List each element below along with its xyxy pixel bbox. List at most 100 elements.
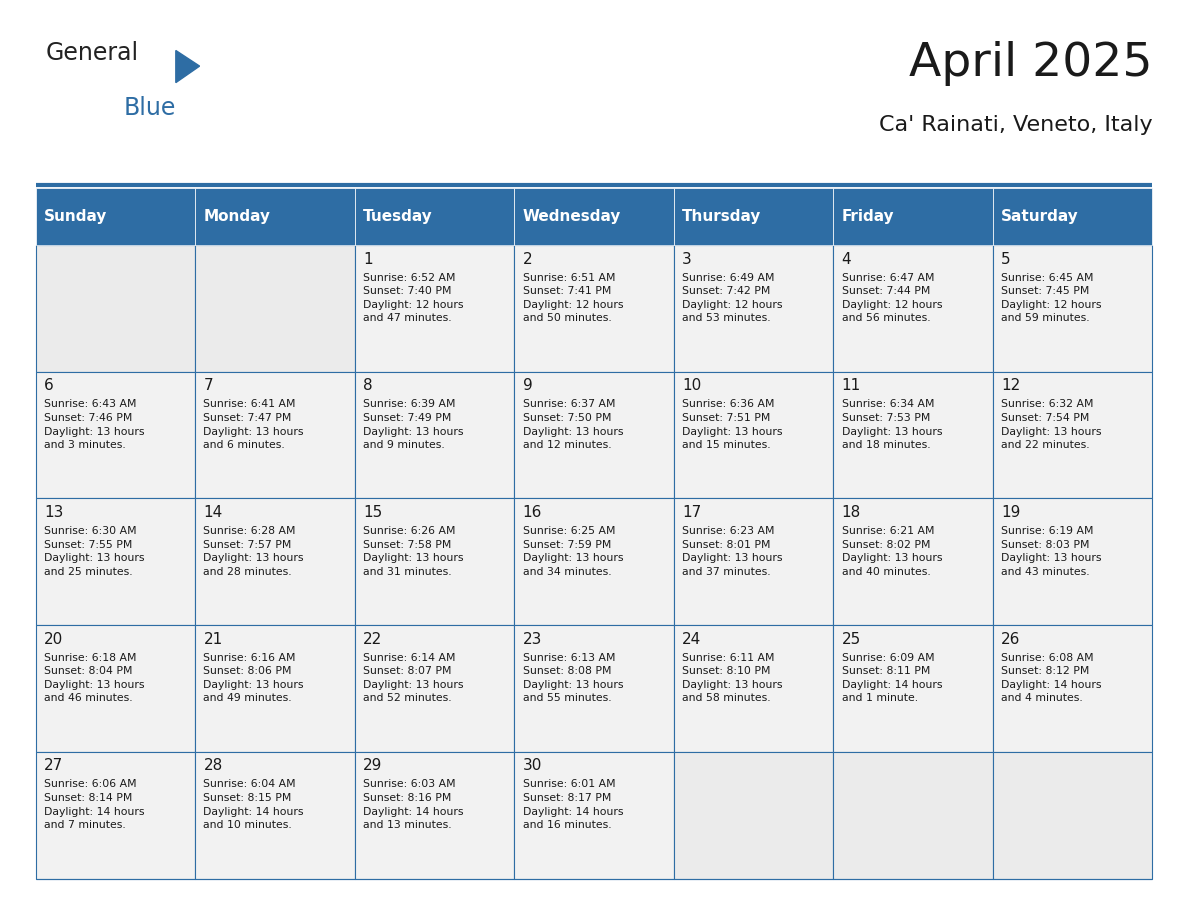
Text: Sunrise: 6:37 AM
Sunset: 7:50 PM
Daylight: 13 hours
and 12 minutes.: Sunrise: 6:37 AM Sunset: 7:50 PM Dayligh…: [523, 399, 623, 450]
Polygon shape: [176, 50, 200, 83]
Text: 2: 2: [523, 252, 532, 266]
Bar: [355, 752, 514, 879]
Text: Tuesday: Tuesday: [364, 209, 432, 224]
Text: 18: 18: [841, 505, 861, 520]
Bar: [833, 372, 993, 498]
Text: 10: 10: [682, 378, 701, 393]
Bar: [993, 625, 1152, 752]
Text: Sunrise: 6:16 AM
Sunset: 8:06 PM
Daylight: 13 hours
and 49 minutes.: Sunrise: 6:16 AM Sunset: 8:06 PM Dayligh…: [203, 653, 304, 703]
Text: 24: 24: [682, 632, 701, 646]
Text: Sunrise: 6:25 AM
Sunset: 7:59 PM
Daylight: 13 hours
and 34 minutes.: Sunrise: 6:25 AM Sunset: 7:59 PM Dayligh…: [523, 526, 623, 577]
Text: 12: 12: [1001, 378, 1020, 393]
Text: 30: 30: [523, 758, 542, 773]
Text: 15: 15: [364, 505, 383, 520]
Bar: [355, 188, 514, 245]
Text: 14: 14: [203, 505, 222, 520]
Text: Sunrise: 6:21 AM
Sunset: 8:02 PM
Daylight: 13 hours
and 40 minutes.: Sunrise: 6:21 AM Sunset: 8:02 PM Dayligh…: [841, 526, 942, 577]
Text: 16: 16: [523, 505, 542, 520]
Bar: [355, 625, 514, 752]
Text: Sunrise: 6:26 AM
Sunset: 7:58 PM
Daylight: 13 hours
and 31 minutes.: Sunrise: 6:26 AM Sunset: 7:58 PM Dayligh…: [364, 526, 463, 577]
Text: Sunrise: 6:43 AM
Sunset: 7:46 PM
Daylight: 13 hours
and 3 minutes.: Sunrise: 6:43 AM Sunset: 7:46 PM Dayligh…: [44, 399, 145, 450]
Bar: [993, 752, 1152, 879]
Text: Thursday: Thursday: [682, 209, 762, 224]
Text: 8: 8: [364, 378, 373, 393]
Text: 6: 6: [44, 378, 53, 393]
Text: Blue: Blue: [124, 96, 176, 120]
Text: Sunrise: 6:09 AM
Sunset: 8:11 PM
Daylight: 14 hours
and 1 minute.: Sunrise: 6:09 AM Sunset: 8:11 PM Dayligh…: [841, 653, 942, 703]
Text: General: General: [45, 41, 138, 65]
Bar: [993, 188, 1152, 245]
Text: Sunrise: 6:41 AM
Sunset: 7:47 PM
Daylight: 13 hours
and 6 minutes.: Sunrise: 6:41 AM Sunset: 7:47 PM Dayligh…: [203, 399, 304, 450]
Text: Sunrise: 6:19 AM
Sunset: 8:03 PM
Daylight: 13 hours
and 43 minutes.: Sunrise: 6:19 AM Sunset: 8:03 PM Dayligh…: [1001, 526, 1101, 577]
Text: Sunrise: 6:18 AM
Sunset: 8:04 PM
Daylight: 13 hours
and 46 minutes.: Sunrise: 6:18 AM Sunset: 8:04 PM Dayligh…: [44, 653, 145, 703]
Text: 20: 20: [44, 632, 63, 646]
Bar: [674, 752, 833, 879]
Text: Sunrise: 6:49 AM
Sunset: 7:42 PM
Daylight: 12 hours
and 53 minutes.: Sunrise: 6:49 AM Sunset: 7:42 PM Dayligh…: [682, 273, 783, 323]
Bar: [195, 625, 355, 752]
Bar: [195, 498, 355, 625]
Bar: [514, 188, 674, 245]
Text: Sunrise: 6:51 AM
Sunset: 7:41 PM
Daylight: 12 hours
and 50 minutes.: Sunrise: 6:51 AM Sunset: 7:41 PM Dayligh…: [523, 273, 623, 323]
Text: Sunrise: 6:08 AM
Sunset: 8:12 PM
Daylight: 14 hours
and 4 minutes.: Sunrise: 6:08 AM Sunset: 8:12 PM Dayligh…: [1001, 653, 1101, 703]
Text: Sunrise: 6:30 AM
Sunset: 7:55 PM
Daylight: 13 hours
and 25 minutes.: Sunrise: 6:30 AM Sunset: 7:55 PM Dayligh…: [44, 526, 145, 577]
Text: Sunrise: 6:34 AM
Sunset: 7:53 PM
Daylight: 13 hours
and 18 minutes.: Sunrise: 6:34 AM Sunset: 7:53 PM Dayligh…: [841, 399, 942, 450]
Text: Sunrise: 6:52 AM
Sunset: 7:40 PM
Daylight: 12 hours
and 47 minutes.: Sunrise: 6:52 AM Sunset: 7:40 PM Dayligh…: [364, 273, 463, 323]
Bar: [195, 372, 355, 498]
Bar: [674, 245, 833, 372]
Bar: [36, 625, 195, 752]
Bar: [195, 245, 355, 372]
Text: Sunrise: 6:01 AM
Sunset: 8:17 PM
Daylight: 14 hours
and 16 minutes.: Sunrise: 6:01 AM Sunset: 8:17 PM Dayligh…: [523, 779, 623, 830]
Text: 21: 21: [203, 632, 222, 646]
Text: Sunrise: 6:45 AM
Sunset: 7:45 PM
Daylight: 12 hours
and 59 minutes.: Sunrise: 6:45 AM Sunset: 7:45 PM Dayligh…: [1001, 273, 1101, 323]
Text: 26: 26: [1001, 632, 1020, 646]
Text: Sunrise: 6:23 AM
Sunset: 8:01 PM
Daylight: 13 hours
and 37 minutes.: Sunrise: 6:23 AM Sunset: 8:01 PM Dayligh…: [682, 526, 783, 577]
Text: 4: 4: [841, 252, 852, 266]
Bar: [993, 498, 1152, 625]
Text: 3: 3: [682, 252, 691, 266]
Text: Ca' Rainati, Veneto, Italy: Ca' Rainati, Veneto, Italy: [879, 115, 1152, 135]
Text: 23: 23: [523, 632, 542, 646]
Text: Sunrise: 6:06 AM
Sunset: 8:14 PM
Daylight: 14 hours
and 7 minutes.: Sunrise: 6:06 AM Sunset: 8:14 PM Dayligh…: [44, 779, 145, 830]
Text: 17: 17: [682, 505, 701, 520]
Bar: [514, 372, 674, 498]
Bar: [514, 752, 674, 879]
Text: Sunrise: 6:13 AM
Sunset: 8:08 PM
Daylight: 13 hours
and 55 minutes.: Sunrise: 6:13 AM Sunset: 8:08 PM Dayligh…: [523, 653, 623, 703]
Text: 9: 9: [523, 378, 532, 393]
Text: Sunrise: 6:47 AM
Sunset: 7:44 PM
Daylight: 12 hours
and 56 minutes.: Sunrise: 6:47 AM Sunset: 7:44 PM Dayligh…: [841, 273, 942, 323]
Bar: [674, 625, 833, 752]
Bar: [514, 245, 674, 372]
Bar: [993, 245, 1152, 372]
Text: Sunday: Sunday: [44, 209, 107, 224]
Text: Monday: Monday: [203, 209, 271, 224]
Text: Sunrise: 6:39 AM
Sunset: 7:49 PM
Daylight: 13 hours
and 9 minutes.: Sunrise: 6:39 AM Sunset: 7:49 PM Dayligh…: [364, 399, 463, 450]
Text: 1: 1: [364, 252, 373, 266]
Text: 25: 25: [841, 632, 861, 646]
Text: April 2025: April 2025: [909, 41, 1152, 86]
Bar: [355, 498, 514, 625]
Text: Sunrise: 6:11 AM
Sunset: 8:10 PM
Daylight: 13 hours
and 58 minutes.: Sunrise: 6:11 AM Sunset: 8:10 PM Dayligh…: [682, 653, 783, 703]
Text: Saturday: Saturday: [1001, 209, 1079, 224]
Text: 22: 22: [364, 632, 383, 646]
Text: Friday: Friday: [841, 209, 895, 224]
Bar: [833, 245, 993, 372]
Bar: [36, 372, 195, 498]
Text: Sunrise: 6:03 AM
Sunset: 8:16 PM
Daylight: 14 hours
and 13 minutes.: Sunrise: 6:03 AM Sunset: 8:16 PM Dayligh…: [364, 779, 463, 830]
Text: 27: 27: [44, 758, 63, 773]
Bar: [833, 188, 993, 245]
Bar: [514, 498, 674, 625]
Bar: [36, 498, 195, 625]
Bar: [36, 188, 195, 245]
Bar: [833, 752, 993, 879]
Text: 29: 29: [364, 758, 383, 773]
Bar: [36, 752, 195, 879]
Text: 28: 28: [203, 758, 222, 773]
Text: 5: 5: [1001, 252, 1011, 266]
Bar: [514, 625, 674, 752]
Bar: [195, 752, 355, 879]
Text: Wednesday: Wednesday: [523, 209, 621, 224]
Bar: [833, 625, 993, 752]
Text: 11: 11: [841, 378, 861, 393]
Text: Sunrise: 6:28 AM
Sunset: 7:57 PM
Daylight: 13 hours
and 28 minutes.: Sunrise: 6:28 AM Sunset: 7:57 PM Dayligh…: [203, 526, 304, 577]
Bar: [355, 372, 514, 498]
Text: Sunrise: 6:36 AM
Sunset: 7:51 PM
Daylight: 13 hours
and 15 minutes.: Sunrise: 6:36 AM Sunset: 7:51 PM Dayligh…: [682, 399, 783, 450]
